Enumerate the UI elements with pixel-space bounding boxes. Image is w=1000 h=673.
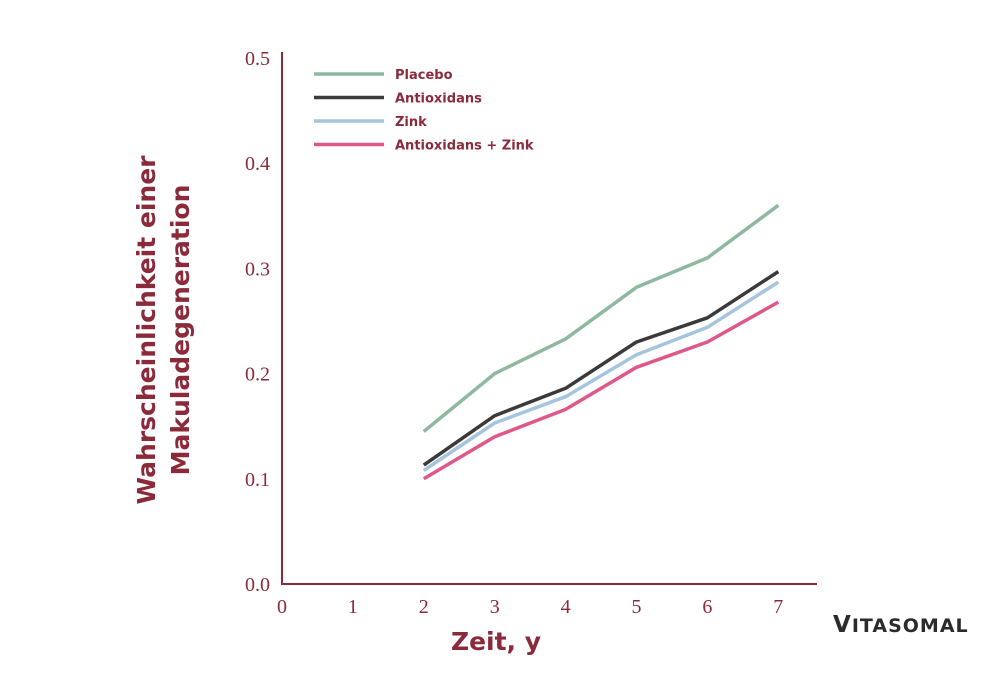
- y-tick-label: 0.1: [245, 469, 270, 491]
- x-axis-title: Zeit, y: [451, 627, 541, 656]
- x-tick-label: 5: [632, 596, 642, 618]
- x-tick-label: 6: [702, 596, 712, 618]
- y-tick-label: 0.5: [245, 48, 270, 70]
- x-tick-label: 4: [561, 596, 571, 618]
- x-tick-label: 2: [419, 596, 429, 618]
- x-tick-label: 1: [348, 596, 358, 618]
- brand-logo-rest: ITASOMAL: [851, 615, 969, 637]
- x-axis-ticks: 0 1 2 3 4 5 6 7: [277, 596, 783, 618]
- series-line-zink: [422, 280, 780, 472]
- y-axis-title-line: Wahrscheinlichkeit einer: [132, 155, 161, 505]
- legend-label: Antioxidans: [395, 92, 482, 107]
- y-axis-ticks: 0.0 0.1 0.2 0.3 0.4 0.5: [245, 48, 270, 596]
- legend: Placebo Antioxidans Zink Antioxidans + Zink: [314, 68, 534, 154]
- legend-label: Zink: [395, 115, 427, 130]
- brand-logo: VITASOMAL: [833, 612, 969, 638]
- y-tick-label: 0.2: [245, 364, 270, 386]
- y-tick-label: 0.3: [245, 258, 270, 280]
- y-tick-label: 0.0: [245, 574, 270, 596]
- series-line-antioxidans-zink: [422, 300, 780, 481]
- series-layer: [422, 203, 780, 481]
- y-axis-title-line: Makuladegeneration: [166, 185, 195, 476]
- series-line-antioxidans: [422, 270, 780, 467]
- legend-label: Antioxidans + Zink: [395, 139, 534, 154]
- x-tick-label: 3: [490, 596, 500, 618]
- brand-logo-initial: V: [833, 612, 852, 638]
- series-line-placebo: [422, 203, 780, 433]
- y-axis-title: Wahrscheinlichkeit einer Makuladegenerati…: [132, 155, 195, 505]
- x-tick-label: 0: [277, 596, 287, 618]
- y-tick-label: 0.4: [245, 153, 270, 175]
- x-tick-label: 7: [773, 596, 783, 618]
- legend-label: Placebo: [395, 68, 453, 83]
